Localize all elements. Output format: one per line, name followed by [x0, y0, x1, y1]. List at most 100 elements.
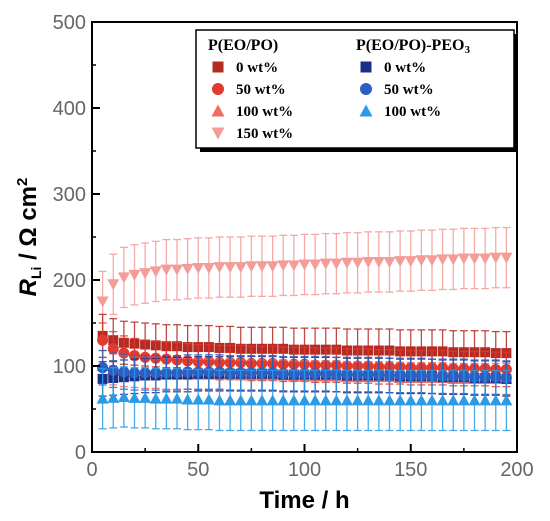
x-tick-label: 200: [500, 459, 533, 481]
data-point: [309, 259, 322, 271]
data-point: [107, 343, 119, 355]
data-point: [96, 392, 109, 404]
x-tick-label: 50: [187, 459, 209, 481]
series-peopo-150wt: [96, 226, 513, 333]
legend-marker: [359, 104, 373, 117]
data-point: [287, 394, 300, 406]
legend-label: 0 wt%: [384, 60, 426, 76]
data-point: [181, 393, 194, 405]
data-point: [171, 264, 183, 276]
data-point: [436, 394, 449, 406]
legend-group-title: P(EO/PO)-PEO3: [356, 37, 470, 56]
y-tick-label: 0: [75, 442, 86, 464]
data-point: [372, 256, 385, 268]
data-point: [97, 362, 109, 374]
y-axis-title: RLi / Ω cm2: [14, 178, 44, 297]
data-point: [213, 262, 226, 274]
data-point: [117, 272, 130, 284]
data-point: [298, 394, 311, 406]
data-point: [362, 256, 375, 268]
data-point: [256, 394, 268, 406]
x-tick-label: 150: [394, 459, 427, 481]
data-point: [447, 394, 460, 406]
data-point: [479, 394, 492, 406]
legend-label: 150 wt%: [236, 126, 293, 142]
legend-label: 50 wt%: [236, 82, 286, 98]
data-point: [234, 262, 247, 274]
data-point: [117, 390, 130, 402]
data-point: [96, 296, 109, 308]
legend-marker: [360, 83, 372, 95]
data-point: [277, 260, 290, 272]
data-point: [468, 394, 481, 406]
data-point: [224, 262, 237, 274]
data-point: [500, 252, 513, 264]
data-point: [415, 255, 428, 267]
legend-marker: [212, 83, 224, 95]
data-point: [404, 256, 417, 268]
x-tick-label: 0: [86, 459, 97, 481]
data-point: [489, 394, 502, 406]
legend-label: 50 wt%: [384, 82, 434, 98]
data-point: [394, 256, 407, 268]
x-tick-label: 100: [288, 459, 321, 481]
data-point: [309, 394, 322, 406]
data-point: [351, 257, 364, 269]
data-point: [277, 394, 290, 406]
data-point: [436, 254, 449, 266]
data-point: [383, 256, 396, 268]
data-point: [415, 394, 428, 406]
data-point: [457, 253, 470, 265]
data-point: [447, 254, 460, 266]
data-point: [234, 394, 247, 406]
data-point: [181, 263, 194, 275]
data-point: [479, 253, 492, 265]
data-point: [139, 391, 152, 403]
data-point: [319, 258, 332, 270]
data-point: [107, 391, 120, 403]
x-axis-title: Time / h: [259, 487, 349, 514]
data-point: [394, 394, 407, 406]
legend-marker: [211, 104, 225, 117]
legend-marker: [211, 127, 225, 140]
data-point: [213, 394, 226, 406]
data-point: [457, 394, 470, 406]
data-point: [330, 258, 343, 270]
data-point: [468, 253, 481, 265]
data-point: [128, 269, 141, 281]
legend-marker: [212, 61, 224, 73]
data-point: [489, 252, 502, 264]
data-point: [500, 394, 513, 406]
series-peopo-peo3-100wt: [96, 366, 513, 432]
legend-group-title: P(EO/PO): [208, 37, 278, 54]
data-point: [192, 262, 205, 274]
y-tick-label: 200: [53, 270, 86, 292]
legend-box: [195, 29, 515, 149]
data-point: [160, 392, 173, 404]
data-point: [426, 394, 438, 406]
legend-marker: [360, 61, 372, 73]
data-point: [341, 257, 353, 269]
data-point: [149, 266, 162, 278]
data-point: [372, 394, 385, 406]
data-point: [341, 394, 353, 406]
data-point: [266, 394, 279, 406]
data-point: [202, 262, 215, 274]
data-point: [266, 261, 279, 273]
data-point: [245, 261, 258, 273]
y-tick-label: 400: [53, 98, 86, 120]
data-point: [256, 261, 268, 273]
data-point: [202, 393, 215, 405]
plot-marks: [96, 226, 513, 432]
legend-label: 100 wt%: [384, 104, 441, 120]
data-point: [128, 391, 141, 403]
data-point: [149, 392, 162, 404]
data-point: [383, 394, 396, 406]
data-point: [298, 259, 311, 271]
data-point: [224, 394, 237, 406]
data-point: [404, 394, 417, 406]
legend: P(EO/PO) P(EO/PO)-PEO3 0 wt% 50 wt% 100 wt% 1…: [195, 29, 518, 152]
data-point: [107, 279, 120, 291]
y-tick-label: 500: [53, 12, 86, 34]
